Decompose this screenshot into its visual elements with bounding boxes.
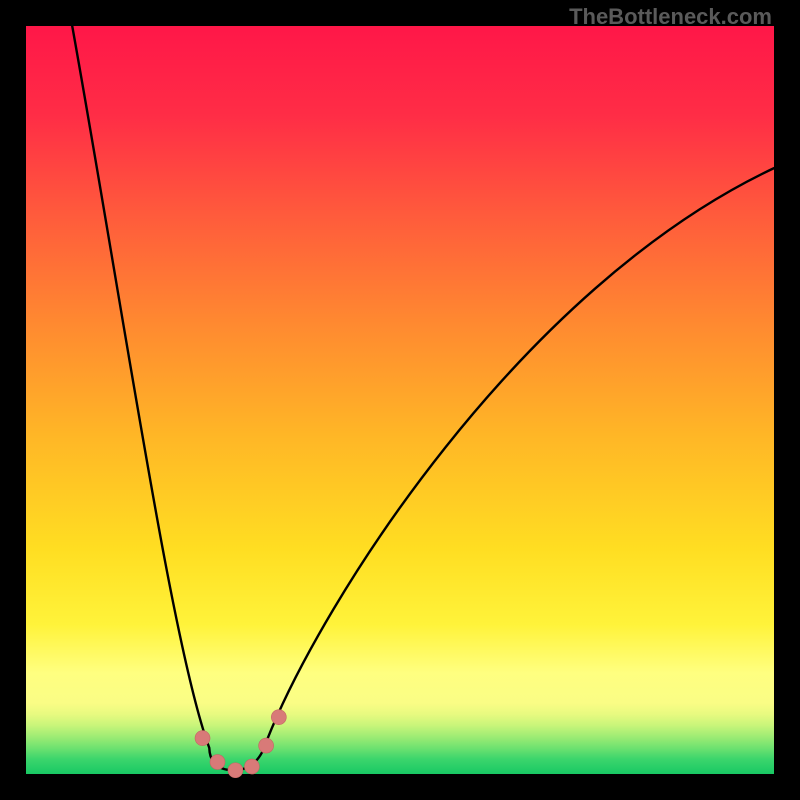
marker-dot [210,755,225,770]
watermark-text: TheBottleneck.com [569,4,772,30]
curve-layer [26,26,774,774]
marker-dot [244,759,259,774]
marker-dot [259,738,274,753]
bottleneck-curve [71,19,774,771]
plot-area [26,26,774,774]
marker-dot [195,731,210,746]
chart-frame: TheBottleneck.com [0,0,800,800]
marker-dot [271,710,286,725]
marker-dot [228,763,243,778]
